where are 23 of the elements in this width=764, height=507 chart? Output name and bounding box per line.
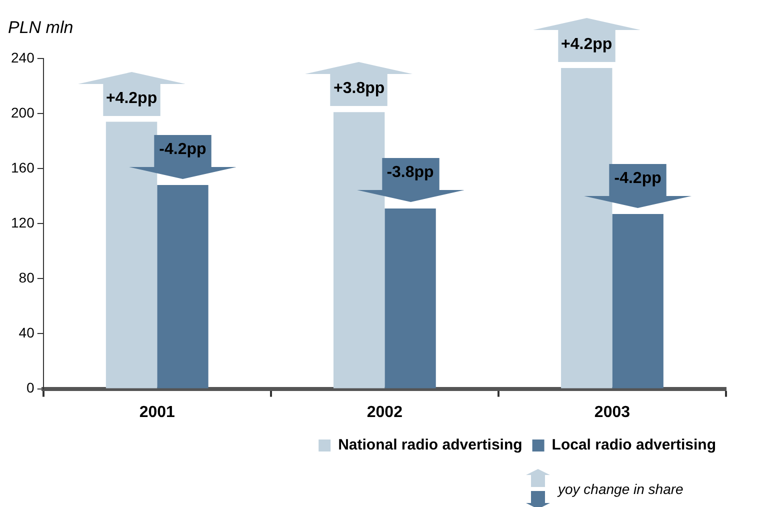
annotation: +4.2pp xyxy=(104,90,158,108)
annotation: -3.8pp xyxy=(386,164,435,182)
y-tick-label: 0 xyxy=(26,380,35,396)
y-tick-label: 40 xyxy=(18,324,35,341)
y-axis-title: PLN mln xyxy=(8,18,74,37)
annotation: +4.2pp xyxy=(560,36,614,54)
bar xyxy=(157,185,208,388)
legend-label: National radio advertising xyxy=(338,436,522,454)
y-tick-label: 200 xyxy=(11,104,35,120)
bar xyxy=(612,214,664,388)
x-tick-label: 2001 xyxy=(139,404,176,421)
y-tick-label: 160 xyxy=(11,159,35,176)
text: yoy change in share xyxy=(558,481,684,497)
y-tick-label: 80 xyxy=(18,270,35,286)
annotation: +3.8pp xyxy=(332,80,386,98)
legend-label: Local radio advertising xyxy=(552,436,716,454)
y-tick-label: 240 xyxy=(11,49,35,66)
annotation: -4.2pp xyxy=(158,141,208,160)
x-tick-label: 2002 xyxy=(366,404,403,421)
y-tick-label: 120 xyxy=(11,214,35,230)
annotation: -4.2pp xyxy=(613,170,662,188)
bar xyxy=(384,208,436,388)
x-tick-label: 2003 xyxy=(594,404,630,421)
